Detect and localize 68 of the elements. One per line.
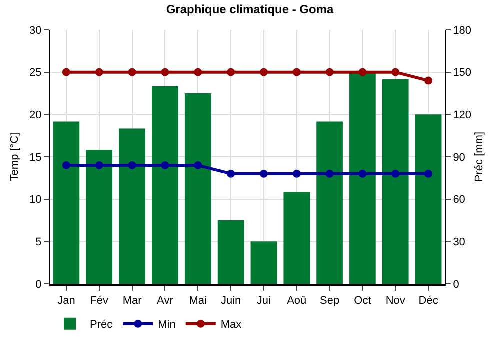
point xyxy=(194,161,202,170)
x-tick-label: Mar xyxy=(122,295,142,308)
x-tick-label: Nov xyxy=(386,295,406,308)
x-tick-label: Fév xyxy=(90,295,110,308)
y-tick-label: 0 xyxy=(36,278,42,291)
point xyxy=(128,68,136,76)
bar xyxy=(350,72,376,284)
bar xyxy=(316,122,343,284)
point xyxy=(292,170,301,178)
bar xyxy=(53,122,80,284)
y-tick-label: 10 xyxy=(30,194,42,206)
x-tick-label: Aoû xyxy=(287,295,307,308)
x-tick-label: Mai xyxy=(189,295,207,308)
y-axis-title: Temp [°C] xyxy=(9,132,21,182)
y-tick-label: 5 xyxy=(36,236,42,249)
bar xyxy=(250,242,278,284)
point xyxy=(326,68,334,76)
point xyxy=(424,170,433,178)
bar xyxy=(152,86,178,284)
bar xyxy=(86,150,113,284)
y2-tick-label: 150 xyxy=(453,67,472,80)
point xyxy=(95,68,104,76)
legend-label: Max xyxy=(220,319,242,332)
chart-title: Graphique climatique - Goma xyxy=(166,2,334,17)
point xyxy=(358,68,367,76)
bar xyxy=(218,220,244,284)
x-tick-label: Juin xyxy=(220,295,242,308)
bar xyxy=(119,128,146,284)
point xyxy=(161,161,170,170)
bar xyxy=(382,79,409,284)
y-tick-label: 15 xyxy=(30,152,42,164)
x-tick-label: Avr xyxy=(157,295,174,308)
x-tick-label: Jui xyxy=(256,295,271,308)
bar xyxy=(184,94,212,284)
legend-label: Min xyxy=(158,319,176,332)
y2-tick-label: 90 xyxy=(453,152,466,164)
point xyxy=(194,68,202,76)
x-tick-label: Oct xyxy=(354,295,372,308)
y-tick-label: 30 xyxy=(30,24,42,37)
point xyxy=(227,68,236,76)
y2-tick-label: 60 xyxy=(453,194,466,206)
point xyxy=(292,68,301,76)
point xyxy=(392,68,400,76)
bar xyxy=(415,114,442,284)
point xyxy=(358,170,367,178)
point xyxy=(161,68,170,76)
y2-tick-label: 0 xyxy=(453,278,460,291)
point xyxy=(62,68,70,76)
point xyxy=(227,170,236,178)
y-tick-label: 25 xyxy=(30,67,42,80)
point xyxy=(260,68,268,76)
point xyxy=(326,170,334,178)
x-tick-label: Déc xyxy=(418,295,439,308)
point xyxy=(128,161,136,170)
y-tick-label: 20 xyxy=(30,110,42,122)
point xyxy=(392,170,400,178)
legend-label: Préc xyxy=(90,319,114,332)
y2-tick-label: 30 xyxy=(453,236,466,249)
point xyxy=(62,161,70,170)
point xyxy=(95,161,104,170)
bar xyxy=(284,192,310,284)
point xyxy=(424,76,433,85)
y2-tick-label: 120 xyxy=(453,110,472,122)
x-tick-label: Jan xyxy=(58,295,76,308)
x-tick-label: Sep xyxy=(320,295,340,308)
y2-axis-title: Préc [mm] xyxy=(474,132,486,182)
y2-tick-label: 180 xyxy=(453,24,472,37)
point xyxy=(260,170,268,178)
